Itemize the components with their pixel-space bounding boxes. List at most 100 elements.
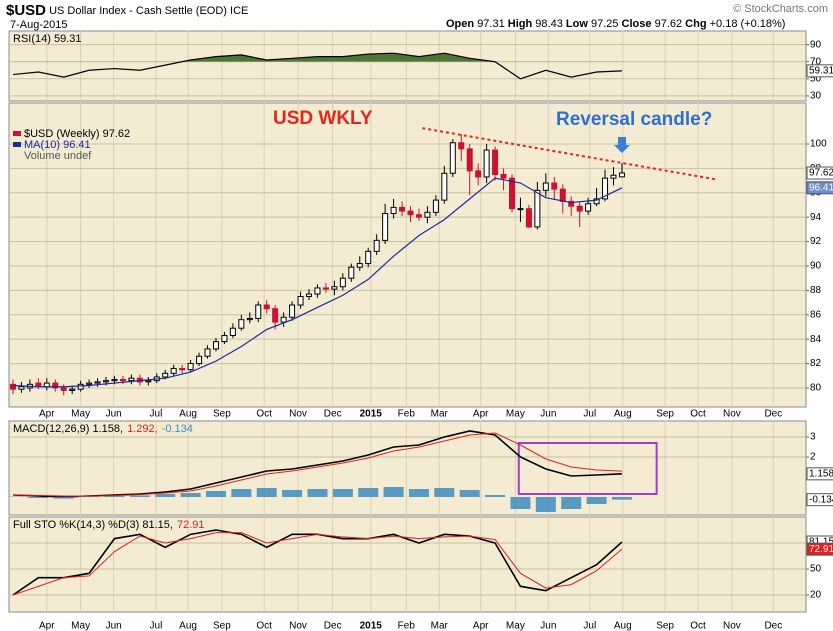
candle-body (103, 380, 110, 383)
x-tick-label: Aug (614, 621, 632, 631)
candle-body (407, 210, 414, 216)
candle-body (238, 319, 245, 329)
y-tick-label: 86 (810, 309, 822, 320)
legend-entry: MA(10) 96.41 (24, 139, 91, 151)
highlight-box (517, 442, 658, 495)
exchange: ICE (230, 5, 248, 17)
y-tick-label: 50 (810, 73, 822, 84)
panel-background (8, 516, 807, 613)
x-tick-label: Aug (614, 409, 632, 420)
y-tick-label: 20 (810, 590, 822, 601)
candle-body (18, 386, 25, 390)
x-tick-label: Feb (398, 621, 416, 631)
candle-body (221, 335, 228, 343)
candle-body (424, 211, 431, 218)
candle-body (331, 286, 338, 290)
y-tick-label: 100 (810, 139, 827, 150)
candle-body (196, 355, 203, 365)
candle-body (212, 341, 219, 350)
annotation: USD WKLY (273, 108, 373, 129)
y-tick-label: 50 (810, 564, 822, 575)
candle-body (517, 208, 524, 211)
legend-entry: Volume undef (24, 150, 92, 162)
line (12, 52, 622, 80)
x-tick-label: Oct (256, 409, 272, 420)
panel (9, 103, 806, 407)
x-tick-label: Nov (723, 409, 741, 420)
candle-body (466, 148, 473, 172)
quote-value: 97.62 (655, 18, 683, 30)
value-box-label: 81.15 (809, 537, 833, 548)
y-tick-label: 92 (810, 236, 822, 247)
x-tick-label: May (71, 409, 90, 420)
candle-body (119, 378, 126, 382)
value-box-label: -0.134 (809, 494, 833, 505)
candle-body (593, 198, 600, 205)
x-tick-label: Jul (150, 409, 163, 420)
line (12, 432, 622, 497)
instrument-name: US Dollar Index - Cash Settle (EOD) (49, 5, 227, 17)
candle-body (449, 142, 456, 174)
candle-body (86, 382, 93, 385)
plots: 30 50 70 90 RSI(14) 59.31 59.31 80 82 84 86 88 90 92… (8, 30, 833, 631)
value-box (806, 64, 833, 78)
x-tick-label: Nov (289, 621, 307, 631)
y-tick-label: 88 (810, 285, 822, 296)
x-tick-label: Feb (398, 409, 416, 420)
value-box-label: 97.62 (809, 168, 833, 179)
legend-entry: $USD (Weekly) 97.62 (24, 128, 130, 140)
x-tick-label: Jul (583, 621, 596, 631)
candle-body (170, 367, 177, 374)
candle-body (534, 189, 541, 228)
quote-value: +0.18 (+0.18%) (710, 18, 786, 30)
line (12, 177, 623, 388)
candle-body (297, 295, 304, 306)
chart-header: $USD US Dollar Index - Cash Settle (EOD)… (6, 2, 248, 19)
value-box (806, 181, 833, 195)
x-tick-label: May (71, 621, 90, 631)
quote-line: Open 97.31 High 98.43 Low 97.25 Close 97… (446, 18, 785, 30)
x-tick-label: Sep (213, 621, 231, 631)
x-tick-label: Aug (179, 621, 197, 631)
legend-swatch (13, 142, 21, 147)
x-tick-label: Oct (690, 621, 706, 631)
histogram-bar (28, 497, 49, 498)
quote-label: Low (566, 18, 588, 30)
histogram-bar (104, 496, 125, 497)
y-tick-label: 90 (810, 39, 822, 50)
x-tick-label: May (506, 409, 525, 420)
candle-body (618, 172, 625, 178)
candle-body (204, 348, 211, 357)
histogram-bar (434, 488, 455, 497)
y-tick-label: 2 (810, 452, 816, 463)
candle-body (356, 263, 363, 268)
candle-body (187, 363, 194, 371)
symbol: $USD (6, 2, 46, 19)
candle-body (432, 199, 439, 213)
quote-value: 97.31 (477, 18, 505, 30)
annotation: Reversal candle? (556, 109, 712, 130)
legend: RSI(14) 59.31 (13, 33, 81, 45)
candle-body (551, 182, 558, 190)
candle-body (35, 382, 42, 387)
histogram-bar (535, 497, 556, 512)
histogram-bar (231, 489, 252, 497)
candle-body (162, 372, 169, 378)
x-tick-label: Sep (656, 621, 674, 631)
histogram-bar (561, 497, 582, 509)
candle-body (9, 383, 16, 390)
panel (9, 421, 806, 515)
x-tick-label: Apr (473, 409, 489, 420)
x-tick-label: Dec (764, 621, 782, 631)
value-box-label: 72.91 (809, 544, 833, 555)
histogram-bar (408, 489, 429, 497)
x-tick-label: 2015 (360, 621, 383, 631)
chart-date: 7-Aug-2015 (10, 19, 68, 31)
x-tick-label: Mar (431, 409, 449, 420)
candle-body (500, 173, 507, 179)
candle-body (492, 149, 499, 175)
histogram-bar (155, 494, 176, 497)
x-tick-label: Sep (656, 409, 674, 420)
histogram-bar (307, 489, 328, 497)
panel-background (8, 420, 807, 516)
